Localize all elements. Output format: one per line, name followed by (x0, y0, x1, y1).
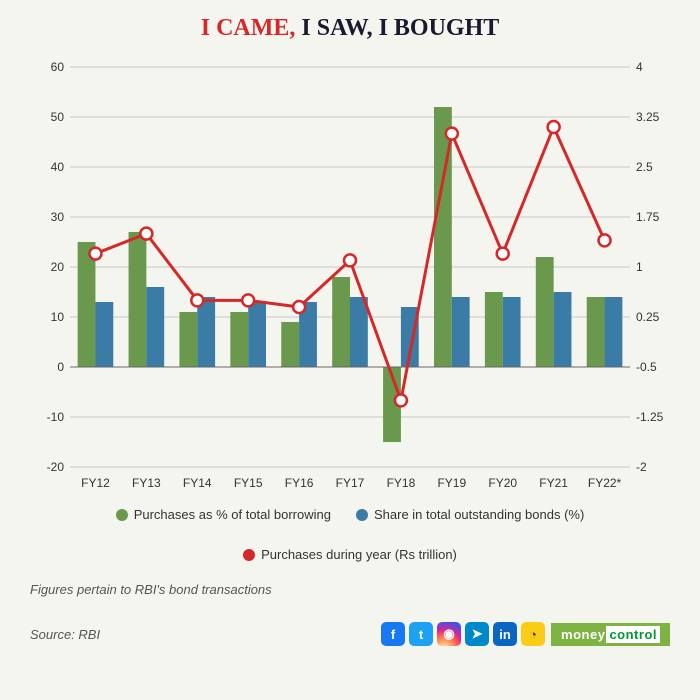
green-bar (332, 277, 350, 367)
svg-text:FY22*: FY22* (588, 476, 622, 490)
svg-text:20: 20 (51, 260, 65, 274)
green-bar (485, 292, 503, 367)
svg-text:4: 4 (636, 60, 643, 74)
svg-text:FY13: FY13 (132, 476, 161, 490)
brand-part1: money (561, 627, 605, 642)
legend-item: Share in total outstanding bonds (%) (356, 507, 584, 522)
chart-svg: -20 -10 0 10 20 30 40 50 60 -2 -1.25 -0.5 0.25 1 1.75 2… (30, 57, 670, 497)
linkedin-icon[interactable]: in (493, 622, 517, 646)
instagram-icon[interactable]: ◉ (437, 622, 461, 646)
svg-text:3.25: 3.25 (636, 110, 660, 124)
legend: Purchases as % of total borrowing Share i… (15, 507, 685, 562)
legend-marker (243, 549, 255, 561)
telegram-icon[interactable]: ➤ (465, 622, 489, 646)
line-marker (395, 394, 407, 406)
svg-text:FY16: FY16 (285, 476, 314, 490)
title-part1: I CAME, (201, 15, 296, 41)
line-marker (293, 301, 305, 313)
svg-text:FY12: FY12 (81, 476, 110, 490)
line-marker (242, 294, 254, 306)
line-marker (89, 248, 101, 260)
blue-bar (146, 287, 164, 367)
legend-label: Purchases during year (Rs trillion) (261, 547, 457, 562)
svg-text:60: 60 (51, 60, 65, 74)
svg-text:50: 50 (51, 110, 65, 124)
svg-text:FY18: FY18 (387, 476, 416, 490)
blue-bar (248, 302, 266, 367)
legend-item: Purchases as % of total borrowing (116, 507, 331, 522)
blue-bar (350, 297, 368, 367)
title-part2: I SAW, I BOUGHT (295, 15, 499, 41)
svg-text:FY21: FY21 (539, 476, 568, 490)
line-marker (548, 121, 560, 133)
line-marker (497, 248, 509, 260)
legend-marker (356, 509, 368, 521)
green-bar (281, 322, 299, 367)
svg-text:30: 30 (51, 210, 65, 224)
source-text: Source: RBI (30, 627, 100, 642)
svg-text:-10: -10 (47, 410, 65, 424)
line-marker (446, 128, 458, 140)
svg-text:-20: -20 (47, 460, 65, 474)
blue-bar (605, 297, 623, 367)
green-bar (179, 312, 197, 367)
svg-text:-2: -2 (636, 460, 647, 474)
line-marker (191, 294, 203, 306)
legend-item: Purchases during year (Rs trillion) (15, 547, 685, 562)
chart-plot-area: -20 -10 0 10 20 30 40 50 60 -2 -1.25 -0.5 0.25 1 1.75 2… (30, 57, 670, 497)
svg-text:-1.25: -1.25 (636, 410, 664, 424)
svg-text:40: 40 (51, 160, 65, 174)
blue-bar (554, 292, 572, 367)
chart-container: I CAME, I SAW, I BOUGHT -20 -10 0 10 20 30 40 5… (15, 15, 685, 685)
legend-label: Share in total outstanding bonds (%) (374, 507, 584, 522)
svg-text:FY20: FY20 (488, 476, 517, 490)
blue-bar (503, 297, 521, 367)
figure-note: Figures pertain to RBI's bond transactio… (30, 582, 685, 597)
svg-text:FY14: FY14 (183, 476, 212, 490)
green-bar (129, 232, 147, 367)
svg-text:2.5: 2.5 (636, 160, 653, 174)
blue-bar (197, 297, 215, 367)
legend-label: Purchases as % of total borrowing (134, 507, 331, 522)
chart-title: I CAME, I SAW, I BOUGHT (15, 15, 685, 42)
svg-text:1: 1 (636, 260, 643, 274)
svg-text:FY17: FY17 (336, 476, 365, 490)
footer: Source: RBI ft◉➤in◔ moneycontrol (15, 622, 685, 646)
svg-text:0: 0 (57, 360, 64, 374)
brand-part2: control (606, 626, 660, 643)
svg-text:-0.5: -0.5 (636, 360, 657, 374)
line-marker (599, 234, 611, 246)
green-bar (230, 312, 248, 367)
svg-text:0.25: 0.25 (636, 310, 660, 324)
green-bar (78, 242, 96, 367)
legend-marker (116, 509, 128, 521)
svg-text:FY19: FY19 (437, 476, 466, 490)
twitter-icon[interactable]: t (409, 622, 433, 646)
svg-text:FY15: FY15 (234, 476, 263, 490)
footer-right: ft◉➤in◔ moneycontrol (381, 622, 670, 646)
svg-text:10: 10 (51, 310, 65, 324)
blue-bar (452, 297, 470, 367)
facebook-icon[interactable]: f (381, 622, 405, 646)
green-bar (536, 257, 554, 367)
line-marker (344, 254, 356, 266)
blue-bar (95, 302, 113, 367)
green-bar (587, 297, 605, 367)
brand-logo: moneycontrol (551, 623, 670, 646)
social-icons: ft◉➤in◔ (381, 622, 545, 646)
svg-text:1.75: 1.75 (636, 210, 660, 224)
koo-icon[interactable]: ◔ (521, 622, 545, 646)
line-marker (140, 228, 152, 240)
